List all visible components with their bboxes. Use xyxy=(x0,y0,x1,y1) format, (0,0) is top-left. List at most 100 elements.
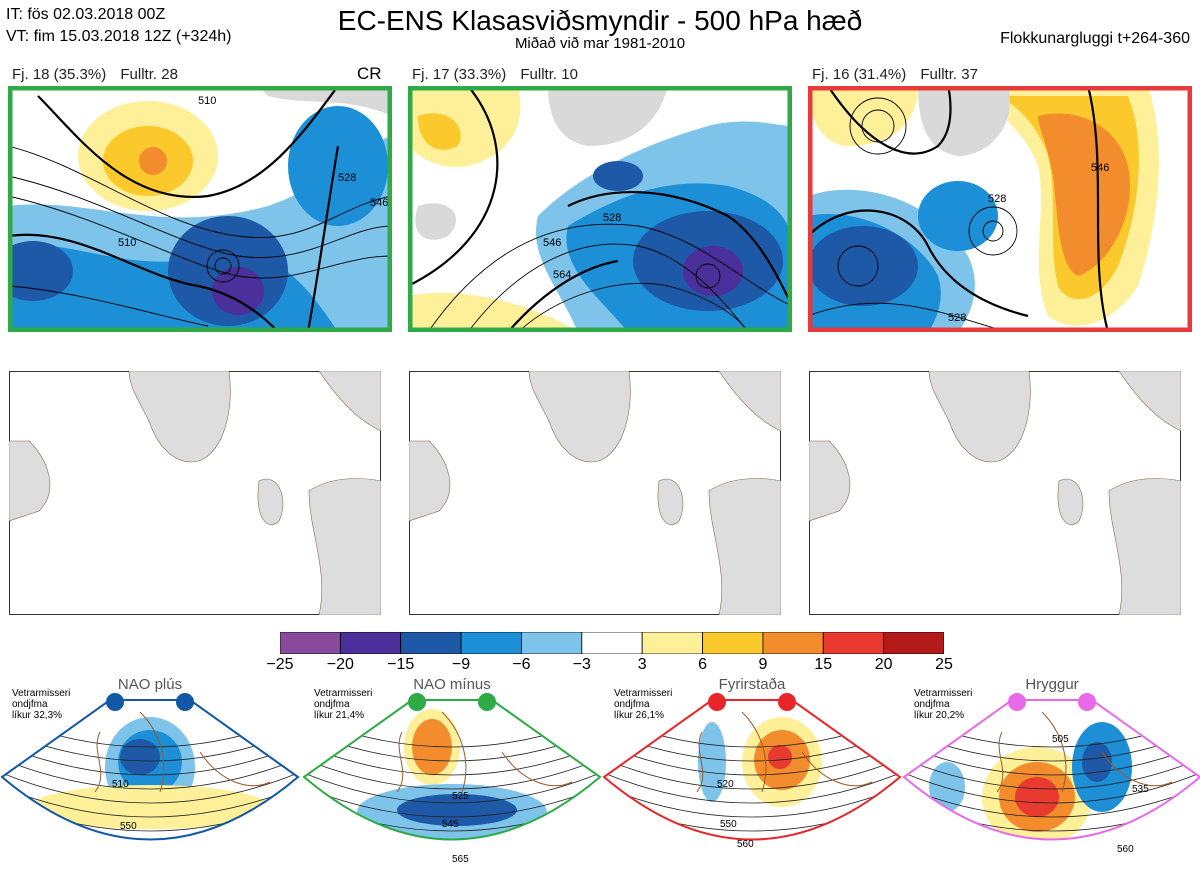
colorbar-swatch xyxy=(521,631,583,655)
colorbar-tick-label: 6 xyxy=(698,656,707,673)
contour-line xyxy=(2,781,298,818)
regime-outline xyxy=(302,699,602,841)
colorbar-swatch xyxy=(641,631,703,655)
regime-note: líkur 21,4% xyxy=(314,710,365,721)
colorbar-swatch xyxy=(702,631,764,655)
contour-line xyxy=(604,767,900,804)
contour-line xyxy=(304,781,600,818)
colorbar-tick-label: 25 xyxy=(935,656,953,673)
regime-marker-dot xyxy=(1078,693,1096,711)
regime-marker-dot xyxy=(1008,693,1026,711)
regime-outline xyxy=(902,699,1200,841)
cluster-1-representative: Fulltr. 28 xyxy=(120,66,178,83)
contour-line xyxy=(604,781,900,818)
colorbar-tick-label: −9 xyxy=(451,656,471,673)
colorbar-tick-label: 15 xyxy=(814,656,833,673)
colorbar-swatch xyxy=(460,631,522,655)
colorbar-tick-label: 9 xyxy=(758,656,768,673)
colorbar-swatch xyxy=(400,631,462,655)
regime-note: Vetrarmisseri xyxy=(614,688,673,699)
regime-note: Vetrarmisseri xyxy=(914,688,973,699)
regime-marker-dot xyxy=(708,693,726,711)
valid-time: VT: fim 15.03.2018 12Z (+324h) xyxy=(6,28,232,45)
regime-note: Vetrarmisseri xyxy=(12,688,71,699)
regime-contour-label: 545 xyxy=(442,819,459,830)
colorbar-swatch xyxy=(762,631,824,655)
regime-title: NAO mínus xyxy=(413,676,491,693)
contour-label: 510 xyxy=(118,237,136,249)
contour-line xyxy=(904,767,1200,804)
colorbar-tick-label: 20 xyxy=(874,656,893,673)
colorbar-tick-label: −6 xyxy=(512,656,531,673)
coastline xyxy=(94,711,271,793)
colorbar-tick-label: −15 xyxy=(387,656,415,673)
contour-label: 546 xyxy=(1091,162,1109,174)
contour-label: 528 xyxy=(338,172,356,184)
cluster-2-representative: Fulltr. 10 xyxy=(520,66,578,83)
cluster-3-representative: Fulltr. 37 xyxy=(920,66,978,83)
anomaly-blob xyxy=(698,722,726,802)
colorbar-swatch xyxy=(822,631,885,655)
contour-line xyxy=(904,753,1200,790)
regime-contour-label: 565 xyxy=(452,854,469,865)
regime-note: ondjfma xyxy=(914,699,950,710)
cluster-2-border xyxy=(408,86,792,332)
regime-contour-label: 560 xyxy=(1117,844,1134,855)
contour-label: 528 xyxy=(603,212,621,224)
regime-note: ondjfma xyxy=(614,699,650,710)
contour-label: 528 xyxy=(948,312,966,324)
contour-line xyxy=(604,753,900,790)
cluster-map-2: 528 546 564 xyxy=(408,86,792,332)
regime-map: 505 535 560 xyxy=(902,692,1200,875)
colorbar-swatch xyxy=(581,631,643,655)
base-map-3 xyxy=(809,371,1181,615)
classification-window: Flokkunargluggi t+264-360 xyxy=(1000,30,1190,47)
colorbar-ticks: −25 −20 −15 −9 −6 −3 3 6 9 15 20 25 xyxy=(260,656,964,678)
regime-marker-dot xyxy=(106,693,124,711)
contour-label: 546 xyxy=(543,237,561,249)
regime-note: ondjfma xyxy=(314,699,350,710)
regime-marker-dot xyxy=(176,693,194,711)
chart-subtitle: Miðað við mar 1981-2010 xyxy=(514,35,686,52)
anomaly-blob xyxy=(30,785,270,829)
cluster-panel-1-label: Fj. 18 (35.3%) Fulltr. 28 xyxy=(12,66,188,83)
coastline xyxy=(996,711,1173,793)
colorbar-swatch xyxy=(883,631,945,655)
regime-contour-label: 550 xyxy=(120,821,137,832)
regime-marker-dot xyxy=(778,693,796,711)
regime-map: 525 545 565 xyxy=(302,692,602,875)
anomaly-blob xyxy=(768,745,792,769)
regime-contour-label: 535 xyxy=(1132,784,1149,795)
regime-outline xyxy=(602,699,902,841)
cluster-3-percent: Fj. 16 (31.4%) xyxy=(812,66,907,83)
regime-contour-label: 525 xyxy=(452,791,469,802)
contour-line xyxy=(2,753,298,790)
cluster-3-border xyxy=(808,86,1192,332)
regime-title: Hryggur xyxy=(1025,676,1079,693)
contour-label: 564 xyxy=(553,269,571,281)
regime-contour-label: 560 xyxy=(737,839,754,850)
colorbar-swatch xyxy=(279,631,341,655)
colorbar-tick-label: 3 xyxy=(637,656,647,673)
base-map-1 xyxy=(9,371,381,615)
cluster-map-3: 528 546 528 xyxy=(808,86,1192,332)
chart-title: EC-ENS Klasasviðsmyndir - 500 hPa hæð xyxy=(337,5,863,36)
regime-map: 510 550 xyxy=(0,692,300,875)
anomaly-blob xyxy=(929,762,965,812)
regime-note: líkur 26,1% xyxy=(614,710,665,721)
colorbar-tick-label: −25 xyxy=(266,656,294,673)
base-map-2 xyxy=(409,371,781,615)
contour-line xyxy=(904,781,1200,818)
coastline xyxy=(696,711,873,793)
contour-label: 510 xyxy=(198,95,216,107)
cluster-map-1: 510 510 546 528 xyxy=(8,86,392,332)
regime-note: líkur 32,3% xyxy=(12,710,63,721)
regime-marker-dot xyxy=(478,693,496,711)
cluster-1-percent: Fj. 18 (35.3%) xyxy=(12,66,107,83)
regime-title: Fyrirstaða xyxy=(718,676,786,693)
colorbar-tick-label: −20 xyxy=(326,656,354,673)
contour-label: 528 xyxy=(988,193,1006,205)
header-dates: IT: fös 02.03.2018 00Z VT: fim 15.03.201… xyxy=(6,4,231,48)
colorbar-tick-label: −3 xyxy=(572,656,591,673)
cluster-panel-3-label: Fj. 16 (31.4%) Fulltr. 37 xyxy=(812,66,988,83)
